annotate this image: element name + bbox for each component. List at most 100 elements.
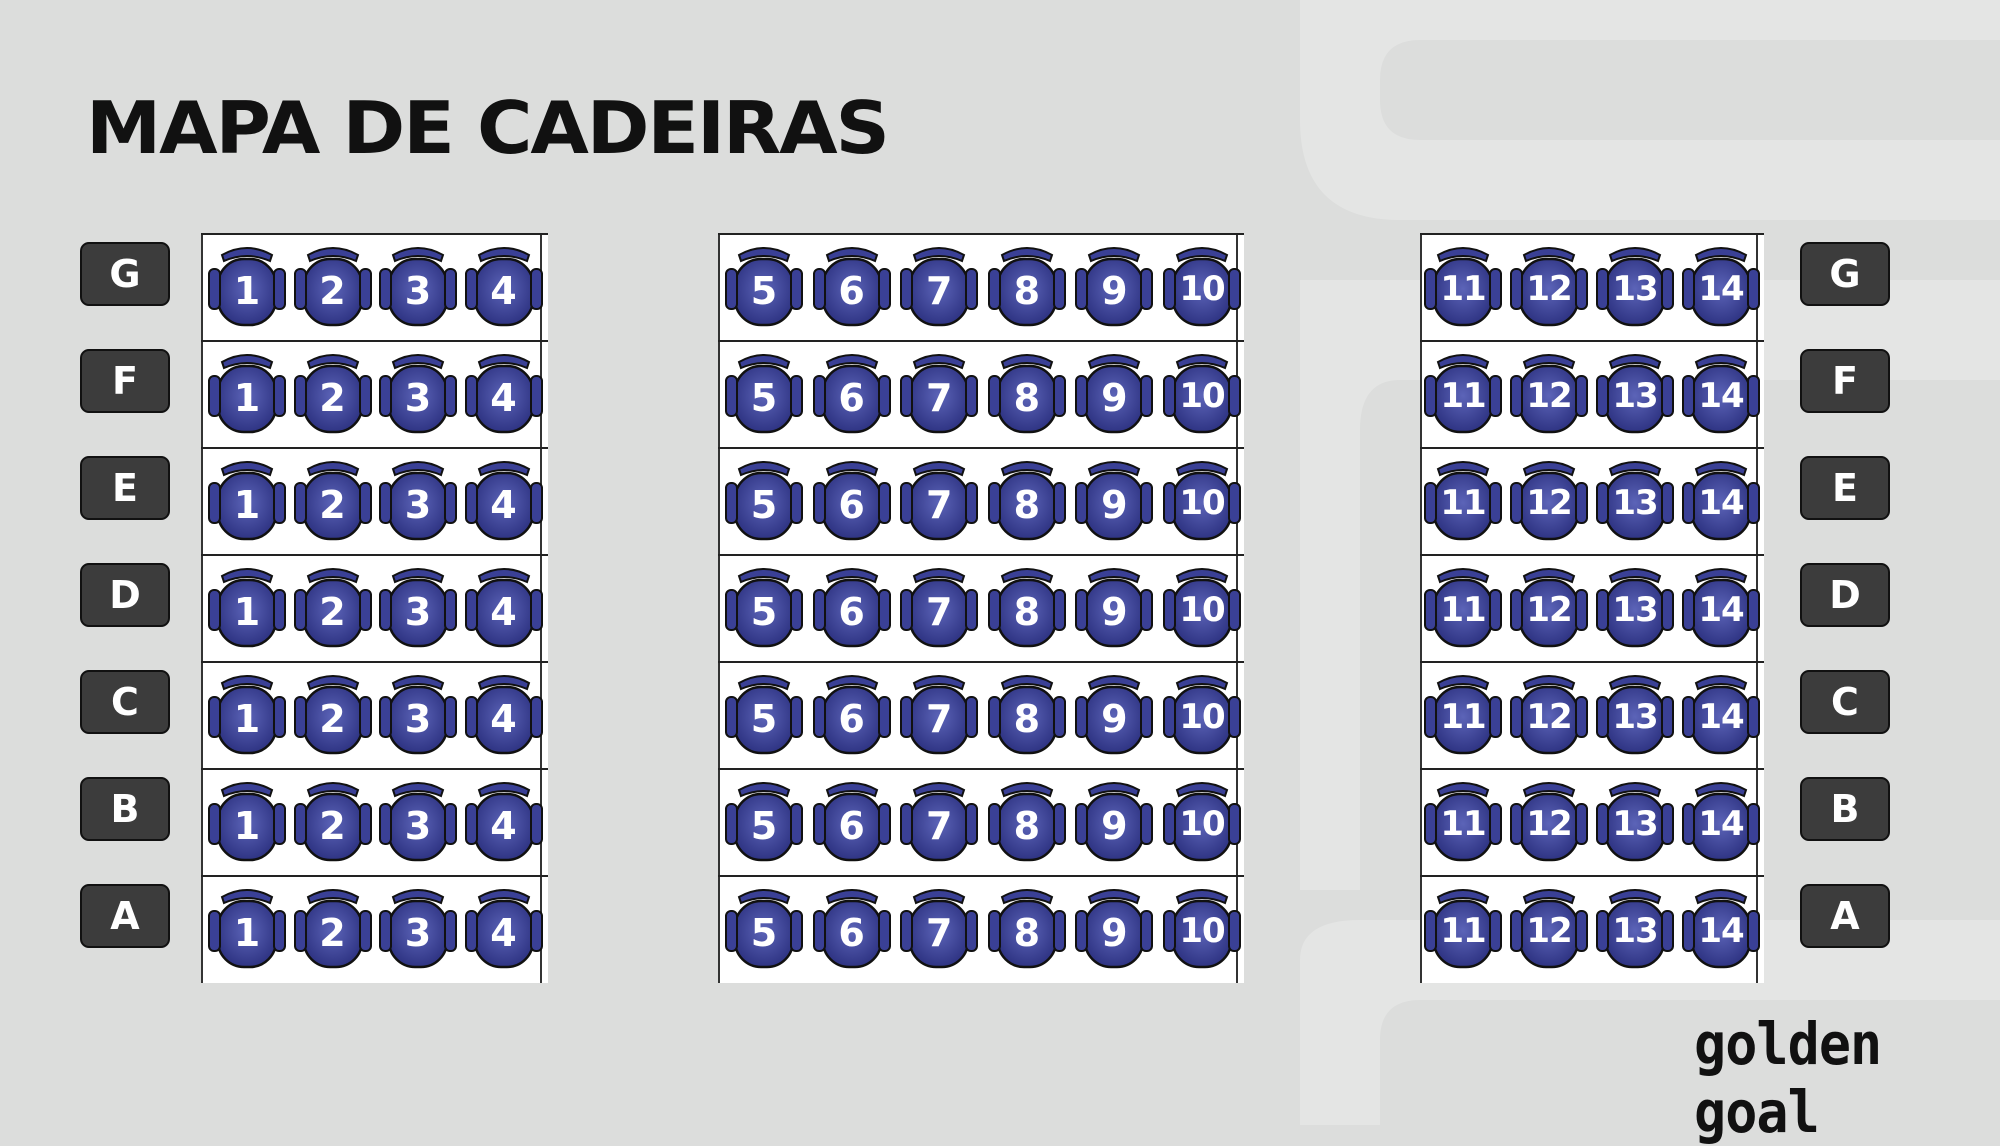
seat-G-2[interactable]: 2 <box>292 239 374 329</box>
seat-F-1[interactable]: 1 <box>206 346 288 436</box>
seat-B-8[interactable]: 8 <box>986 774 1068 864</box>
chair-icon <box>1424 461 1502 541</box>
seat-E-14[interactable]: 14 <box>1680 453 1762 543</box>
seat-F-13[interactable]: 13 <box>1594 346 1676 436</box>
seat-C-5[interactable]: 5 <box>723 667 805 757</box>
seat-C-13[interactable]: 13 <box>1594 667 1676 757</box>
seat-D-10[interactable]: 10 <box>1161 560 1243 650</box>
seat-A-8[interactable]: 8 <box>986 881 1068 971</box>
seat-A-2[interactable]: 2 <box>292 881 374 971</box>
seat-A-13[interactable]: 13 <box>1594 881 1676 971</box>
seat-E-6[interactable]: 6 <box>811 453 893 543</box>
seat-D-2[interactable]: 2 <box>292 560 374 650</box>
seat-A-9[interactable]: 9 <box>1073 881 1155 971</box>
seat-E-1[interactable]: 1 <box>206 453 288 543</box>
chair-icon <box>1424 782 1502 862</box>
seat-G-13[interactable]: 13 <box>1594 239 1676 329</box>
seat-C-6[interactable]: 6 <box>811 667 893 757</box>
seat-A-12[interactable]: 12 <box>1508 881 1590 971</box>
seat-B-5[interactable]: 5 <box>723 774 805 864</box>
seat-B-7[interactable]: 7 <box>898 774 980 864</box>
seat-D-12[interactable]: 12 <box>1508 560 1590 650</box>
seat-E-13[interactable]: 13 <box>1594 453 1676 543</box>
seat-E-10[interactable]: 10 <box>1161 453 1243 543</box>
seat-G-10[interactable]: 10 <box>1161 239 1243 329</box>
seat-F-9[interactable]: 9 <box>1073 346 1155 436</box>
seat-B-4[interactable]: 4 <box>463 774 545 864</box>
seat-A-3[interactable]: 3 <box>377 881 459 971</box>
seat-G-4[interactable]: 4 <box>463 239 545 329</box>
seat-E-9[interactable]: 9 <box>1073 453 1155 543</box>
seat-D-11[interactable]: 11 <box>1422 560 1504 650</box>
seat-E-12[interactable]: 12 <box>1508 453 1590 543</box>
seat-C-14[interactable]: 14 <box>1680 667 1762 757</box>
seat-D-14[interactable]: 14 <box>1680 560 1762 650</box>
seat-E-3[interactable]: 3 <box>377 453 459 543</box>
seat-G-6[interactable]: 6 <box>811 239 893 329</box>
seat-B-13[interactable]: 13 <box>1594 774 1676 864</box>
seat-F-12[interactable]: 12 <box>1508 346 1590 436</box>
seat-B-9[interactable]: 9 <box>1073 774 1155 864</box>
seat-G-5[interactable]: 5 <box>723 239 805 329</box>
seat-A-10[interactable]: 10 <box>1161 881 1243 971</box>
seat-D-7[interactable]: 7 <box>898 560 980 650</box>
seat-F-14[interactable]: 14 <box>1680 346 1762 436</box>
seat-A-14[interactable]: 14 <box>1680 881 1762 971</box>
seat-C-11[interactable]: 11 <box>1422 667 1504 757</box>
seat-B-6[interactable]: 6 <box>811 774 893 864</box>
seat-D-9[interactable]: 9 <box>1073 560 1155 650</box>
seat-F-10[interactable]: 10 <box>1161 346 1243 436</box>
seat-C-3[interactable]: 3 <box>377 667 459 757</box>
seat-B-2[interactable]: 2 <box>292 774 374 864</box>
seat-D-6[interactable]: 6 <box>811 560 893 650</box>
seat-F-6[interactable]: 6 <box>811 346 893 436</box>
seat-B-14[interactable]: 14 <box>1680 774 1762 864</box>
seat-A-11[interactable]: 11 <box>1422 881 1504 971</box>
seat-F-2[interactable]: 2 <box>292 346 374 436</box>
seat-E-11[interactable]: 11 <box>1422 453 1504 543</box>
seat-G-3[interactable]: 3 <box>377 239 459 329</box>
seat-D-4[interactable]: 4 <box>463 560 545 650</box>
seat-B-1[interactable]: 1 <box>206 774 288 864</box>
seat-A-1[interactable]: 1 <box>206 881 288 971</box>
seat-C-8[interactable]: 8 <box>986 667 1068 757</box>
seat-B-12[interactable]: 12 <box>1508 774 1590 864</box>
seat-F-8[interactable]: 8 <box>986 346 1068 436</box>
seat-B-11[interactable]: 11 <box>1422 774 1504 864</box>
seat-E-5[interactable]: 5 <box>723 453 805 543</box>
seat-G-7[interactable]: 7 <box>898 239 980 329</box>
seat-C-4[interactable]: 4 <box>463 667 545 757</box>
seat-G-9[interactable]: 9 <box>1073 239 1155 329</box>
seat-D-13[interactable]: 13 <box>1594 560 1676 650</box>
seat-F-5[interactable]: 5 <box>723 346 805 436</box>
seat-E-4[interactable]: 4 <box>463 453 545 543</box>
seat-G-14[interactable]: 14 <box>1680 239 1762 329</box>
seat-A-7[interactable]: 7 <box>898 881 980 971</box>
seat-C-9[interactable]: 9 <box>1073 667 1155 757</box>
seat-G-1[interactable]: 1 <box>206 239 288 329</box>
seat-A-5[interactable]: 5 <box>723 881 805 971</box>
seat-C-10[interactable]: 10 <box>1161 667 1243 757</box>
seat-C-12[interactable]: 12 <box>1508 667 1590 757</box>
seat-D-3[interactable]: 3 <box>377 560 459 650</box>
seat-D-1[interactable]: 1 <box>206 560 288 650</box>
seat-B-10[interactable]: 10 <box>1161 774 1243 864</box>
seat-G-11[interactable]: 11 <box>1422 239 1504 329</box>
seat-G-12[interactable]: 12 <box>1508 239 1590 329</box>
seat-C-1[interactable]: 1 <box>206 667 288 757</box>
seat-E-7[interactable]: 7 <box>898 453 980 543</box>
seat-B-3[interactable]: 3 <box>377 774 459 864</box>
seat-F-3[interactable]: 3 <box>377 346 459 436</box>
seat-C-2[interactable]: 2 <box>292 667 374 757</box>
seat-C-7[interactable]: 7 <box>898 667 980 757</box>
seat-F-4[interactable]: 4 <box>463 346 545 436</box>
seat-D-8[interactable]: 8 <box>986 560 1068 650</box>
seat-F-7[interactable]: 7 <box>898 346 980 436</box>
seat-F-11[interactable]: 11 <box>1422 346 1504 436</box>
seat-D-5[interactable]: 5 <box>723 560 805 650</box>
seat-A-6[interactable]: 6 <box>811 881 893 971</box>
seat-G-8[interactable]: 8 <box>986 239 1068 329</box>
seat-A-4[interactable]: 4 <box>463 881 545 971</box>
seat-E-8[interactable]: 8 <box>986 453 1068 543</box>
seat-E-2[interactable]: 2 <box>292 453 374 543</box>
